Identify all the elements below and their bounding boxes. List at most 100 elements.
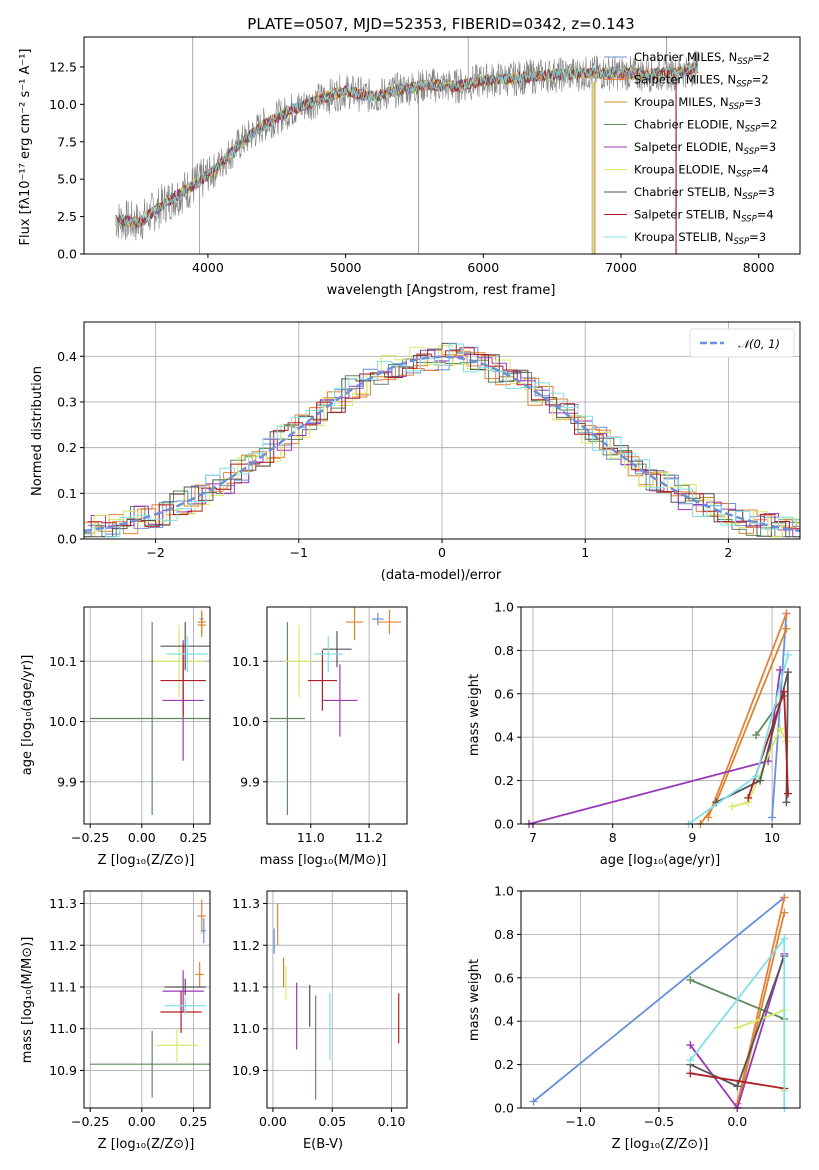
spectrum-x-tick-label: 6000 xyxy=(467,260,499,275)
legend-nssp-value: 3 xyxy=(759,230,766,244)
mass-vs-Z-y-tick-label: 11.3 xyxy=(49,896,77,911)
mass-vs-Z-x-axis-label: Z [log₁₀(Z/Z⊙)] xyxy=(98,1137,195,1152)
mass-vs-Z-y-tick-label: 11.2 xyxy=(49,938,77,953)
legend-nssp-value: 2 xyxy=(770,118,777,132)
weight-vs-Z-axes: −1.0 −0.5 0.0 0.0 0.2 0.4 0.6 0.8 1.0 xyxy=(494,884,800,1129)
panel-weight-vs-age: age [log₁₀(age/yr)] mass weight xyxy=(467,674,720,868)
legend-label: Kroupa ELODIE, NSSP=4 xyxy=(634,163,769,180)
mass-vs-Z-x-tick-label: 0.25 xyxy=(180,1114,208,1129)
residuals-x-axis-label: (data-model)/error xyxy=(381,568,502,583)
age-vs-mass-point xyxy=(269,622,305,815)
spectrum-y-tick-label: 0.0 xyxy=(57,247,77,262)
weight-vs-Z-series-line xyxy=(736,897,786,1104)
age-vs-mass-point xyxy=(307,650,337,711)
age-vs-Z-point xyxy=(160,644,206,717)
residuals-x-tick-label: −2 xyxy=(146,545,164,560)
age-vs-mass-point xyxy=(345,607,364,641)
weight-vs-Z-marker xyxy=(686,1069,695,1078)
residual-histogram xyxy=(84,346,800,535)
legend-nssp-label: , N xyxy=(720,163,736,177)
spectrum-y-tick-label: 10.0 xyxy=(49,97,77,112)
legend-model-name: Kroupa STELIB xyxy=(634,230,718,244)
legend-label: Chabrier ELODIE, NSSP=2 xyxy=(634,118,777,135)
legend-model-name: Chabrier ELODIE xyxy=(634,118,729,132)
panel-mass-vs-ebv: E(B-V) xyxy=(303,1137,343,1152)
legend-nssp-label: , N xyxy=(728,140,744,154)
weight-vs-age-x-tick-label: 7 xyxy=(529,830,537,845)
age-vs-mass-point xyxy=(322,631,352,668)
weight-vs-Z-y-tick-label: 0.8 xyxy=(494,927,514,942)
spectrum-x-tick-label: 7000 xyxy=(605,260,637,275)
legend-nssp-value: 3 xyxy=(769,140,776,154)
weight-vs-age-y-tick-label: 0.4 xyxy=(494,730,514,745)
panel-age-vs-mass: mass [log₁₀(M/M⊙)] xyxy=(260,853,387,868)
age-vs-Z-x-axis-label: Z [log₁₀(Z/Z⊙)] xyxy=(98,853,195,868)
age-vs-mass-y-tick-label: 10.1 xyxy=(232,654,260,669)
spectrum-x-tick-label: 4000 xyxy=(192,260,224,275)
residuals-y-tick-label: 0.1 xyxy=(57,486,77,501)
legend-label: Kroupa MILES, NSSP=3 xyxy=(634,95,761,112)
legend-nssp-subscript: SSP xyxy=(744,147,760,157)
legend-nssp-equals: = xyxy=(752,163,762,177)
residuals-y-tick-label: 0.4 xyxy=(57,349,77,364)
mass-vs-Z-point xyxy=(90,1030,210,1098)
weight-vs-Z-marker xyxy=(733,1023,742,1032)
weight-vs-Z-y-tick-label: 0.4 xyxy=(494,1014,514,1029)
legend-nssp-label: , N xyxy=(718,230,734,244)
mass-vs-Z-y-tick-label: 11.0 xyxy=(49,1021,77,1036)
mass-vs-ebv-y-tick-label: 11.1 xyxy=(232,979,260,994)
weight-vs-Z-marker xyxy=(686,975,695,984)
weight-vs-age-y-tick-label: 0.8 xyxy=(494,643,514,658)
legend-nssp-subscript: SSP xyxy=(737,57,753,67)
legend-nssp-subscript: SSP xyxy=(741,215,757,225)
weight-vs-Z-y-tick-label: 0.2 xyxy=(494,1057,514,1072)
age-vs-mass-point xyxy=(372,613,384,626)
age-vs-Z-y-axis-label: age [log₁₀(age/yr)] xyxy=(20,655,35,776)
weight-vs-Z-marker xyxy=(529,1097,538,1106)
age-vs-mass-y-tick-label: 9.9 xyxy=(240,774,260,789)
mass-vs-Z-point xyxy=(160,991,202,1033)
legend-nssp-subscript: SSP xyxy=(736,80,752,90)
spectrum-y-axis-label: Flux [fλ10⁻¹⁷ erg cm⁻² s⁻¹ A⁻¹] xyxy=(18,49,33,246)
weight-vs-age-marker xyxy=(784,668,793,677)
weight-vs-age-marker xyxy=(752,731,761,740)
weight-vs-age-y-tick-label: 0.2 xyxy=(494,773,514,788)
age-vs-mass-axes: 11.0 11.2 9.9 10.0 10.1 xyxy=(232,607,407,845)
age-vs-Z-point xyxy=(154,625,204,698)
age-vs-Z-axes: −0.25 0.00 0.25 9.9 10.0 10.1 xyxy=(49,607,210,845)
weight-vs-age-x-tick-label: 10 xyxy=(764,830,780,845)
legend-nssp-label: , N xyxy=(721,50,737,64)
weight-vs-Z-x-axis-label: Z [log₁₀(Z/Z⊙)] xyxy=(612,1137,709,1152)
weight-vs-age-x-tick-label: 9 xyxy=(688,830,696,845)
legend-model-name: Salpeter STELIB xyxy=(634,208,725,222)
legend-label: Salpeter ELODIE, NSSP=3 xyxy=(634,140,776,157)
weight-vs-Z-series-line xyxy=(689,953,786,1108)
normal-curve xyxy=(84,355,800,533)
residuals-x-tick-label: 2 xyxy=(724,545,732,560)
mass-vs-Z-frame xyxy=(83,890,211,1109)
weight-vs-Z-marker xyxy=(686,1041,695,1050)
residual-histogram xyxy=(84,349,800,538)
weight-vs-age-series-line xyxy=(771,613,788,818)
legend-label: Salpeter STELIB, NSSP=4 xyxy=(634,208,774,225)
mass-vs-ebv-y-tick-label: 10.9 xyxy=(232,1063,260,1078)
mass-vs-Z-point xyxy=(164,997,206,1015)
legend-nssp-label: , N xyxy=(713,95,729,109)
mass-vs-ebv-y-tick-label: 11.0 xyxy=(232,1021,260,1036)
age-vs-Z-point xyxy=(197,613,206,638)
legend-label: Chabrier STELIB, NSSP=3 xyxy=(634,185,775,202)
legend-nssp-value: 2 xyxy=(763,50,770,64)
weight-vs-Z-marker xyxy=(780,934,789,943)
legend-model-name: Kroupa ELODIE xyxy=(634,163,720,177)
weight-vs-age-y-tick-label: 1.0 xyxy=(494,600,514,615)
legend-model-name: Salpeter MILES xyxy=(634,73,720,87)
mass-vs-ebv-x-tick-label: 0.10 xyxy=(378,1114,406,1129)
legend-label: Kroupa STELIB, NSSP=3 xyxy=(634,230,766,247)
spectrum-data-line xyxy=(115,50,699,241)
weight-vs-age-marker xyxy=(756,776,765,785)
age-vs-mass-frame xyxy=(266,606,408,825)
spectrum-frame xyxy=(83,36,801,255)
weight-vs-Z-series-line xyxy=(736,912,786,1108)
spectrum-y-tick-label: 12.5 xyxy=(49,59,77,74)
